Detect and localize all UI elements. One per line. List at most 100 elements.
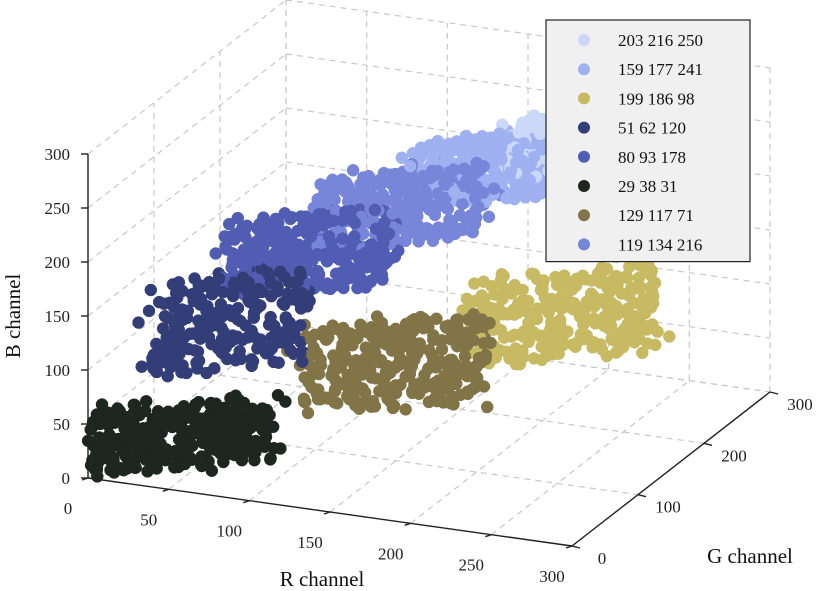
data-point [362,350,376,363]
data-point [537,302,550,315]
z-tick-label: 300 [45,145,71,164]
data-point [399,214,412,227]
data-point [383,363,396,376]
data-point [176,284,189,298]
data-point [219,407,232,420]
data-point [321,181,334,194]
data-point [438,226,452,240]
legend-entry: 203 216 250 [618,31,703,50]
y-tick-mark [703,442,713,446]
data-point [217,455,230,469]
data-point [354,318,367,332]
data-point [405,359,419,373]
data-point [304,230,318,243]
data-point [271,250,284,264]
data-point [317,210,330,224]
data-point [264,276,278,290]
data-point [516,283,529,297]
data-point [279,395,292,408]
legend-marker [578,121,590,134]
data-point [267,355,280,369]
data-point [580,295,594,308]
data-point [172,433,186,446]
data-point [226,447,239,461]
data-point [339,185,352,198]
data-point [603,285,617,299]
data-point [100,435,114,449]
data-point [232,393,245,406]
z-tick-label: 250 [45,199,71,218]
data-point [167,301,181,314]
z-tick-label: 150 [45,307,71,326]
data-point [150,416,164,430]
data-point [144,283,158,297]
axes-layer [81,153,779,549]
data-point [185,423,199,437]
x-tick-label: 300 [539,567,565,586]
data-point [450,377,463,391]
data-point [176,313,190,327]
data-point [284,212,297,226]
data-point [428,353,441,367]
data-point [266,221,280,235]
data-point [579,273,592,286]
data-point [438,176,451,189]
x-tick-mark [323,511,331,515]
data-point [500,132,514,145]
data-point [638,322,651,336]
data-point [227,277,241,291]
x-tick-mark [565,545,573,549]
data-point [215,332,229,346]
data-point [374,268,387,282]
data-point [503,352,516,365]
data-point [264,451,277,465]
grid-line [410,368,610,524]
data-point [485,279,498,293]
data-point [194,454,208,468]
data-point [282,275,296,289]
legend-entry: 119 134 216 [618,235,702,254]
data-point [595,343,609,356]
data-point [639,298,652,312]
data-point [339,205,352,218]
data-point [634,281,647,294]
legend-entry: 51 62 120 [618,119,686,138]
legend-entry: 29 38 31 [618,177,678,196]
data-point [228,229,242,242]
grid-line [87,107,287,263]
data-point [442,137,455,151]
data-point [202,331,216,344]
data-point [397,323,411,336]
data-point [132,316,145,329]
data-point [216,285,230,299]
data-point [651,325,664,338]
data-point [469,381,482,394]
data-point [406,186,420,200]
data-point [533,127,547,141]
data-point [464,224,478,238]
data-point [327,349,340,362]
x-tick-mark [243,500,250,504]
data-point [172,445,185,458]
data-point [366,395,380,408]
data-point [469,321,483,335]
data-point [314,392,327,406]
data-point [240,437,253,450]
data-point [208,309,221,322]
data-point [535,353,549,367]
data-point [319,333,333,346]
data-point [243,295,256,309]
data-point [161,369,174,383]
grid-line [87,0,287,155]
data-point [440,382,453,395]
x-axis-label: R channel [280,567,365,591]
data-point [172,460,185,474]
data-point [111,432,125,446]
data-point [456,197,469,211]
data-point [201,432,214,445]
grid-line [219,374,705,444]
data-point [388,250,402,263]
legend-marker [578,180,590,192]
y-tick-mark [637,494,647,498]
data-point [663,330,676,343]
